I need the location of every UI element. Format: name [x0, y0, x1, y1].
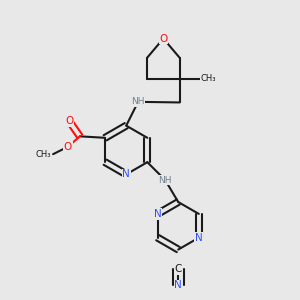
Text: O: O — [64, 142, 72, 152]
Text: CH₃: CH₃ — [35, 150, 51, 159]
Text: O: O — [65, 116, 74, 127]
Text: NH: NH — [158, 176, 172, 184]
Text: C: C — [175, 264, 182, 274]
Text: CH₃: CH₃ — [200, 74, 216, 83]
Text: N: N — [154, 209, 161, 219]
Text: N: N — [122, 169, 130, 179]
Text: N: N — [174, 280, 182, 290]
Text: NH: NH — [131, 98, 145, 106]
Text: O: O — [159, 34, 167, 44]
Text: N: N — [195, 233, 203, 243]
